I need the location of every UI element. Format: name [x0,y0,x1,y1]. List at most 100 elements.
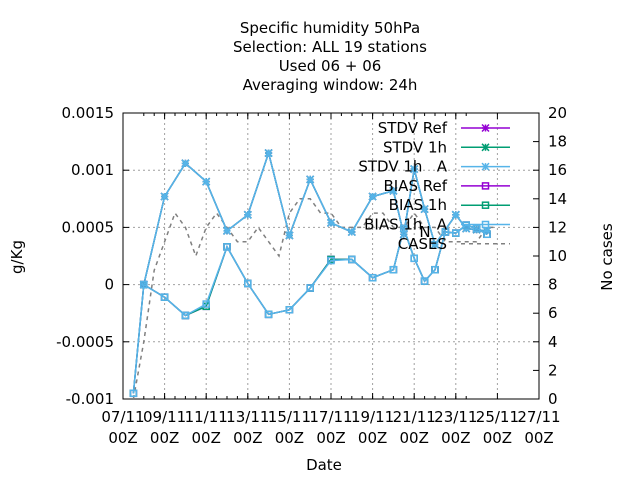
legend-label: BIAS 1h [389,196,447,214]
data-point [285,306,294,314]
data-point [410,165,419,174]
data-point [202,300,210,308]
data-point [264,310,273,319]
data-point [451,210,460,219]
x-tick-label-date: 17/11 [309,408,352,426]
x-tick-label-time: 00Z [358,429,387,447]
y2-tick-label: 8 [548,276,558,294]
x-tick-label-time: 00Z [192,429,221,447]
y2-tick-label: 14 [548,190,567,208]
legend-label: BIAS 1h A [364,216,448,234]
data-point [389,265,398,274]
y-tick-label: -0.0005 [56,333,114,351]
y-tick-label: 0 [104,276,114,294]
data-point [181,159,190,168]
data-point [264,149,273,158]
legend-label: STDV 1h A [358,158,447,176]
title-line-2: Used 06 + 06 [279,57,382,75]
data-point [348,255,356,264]
data-point [222,226,232,235]
data-point [181,311,190,320]
legend-marker [481,182,490,190]
data-point [420,277,429,285]
y-tick-label: 0.001 [71,161,114,179]
legend-marker [481,143,490,152]
y2-tick-label: 4 [548,333,558,351]
title-line-1: Selection: ALL 19 stations [233,38,427,56]
y-tick-label: -0.001 [66,390,114,408]
series-bias-1h-a [129,221,491,398]
data-point [441,228,450,236]
x-tick-label-time: 00Z [108,429,137,447]
y2-tick-label: 10 [548,247,567,265]
data-point [160,293,169,301]
legend-marker [481,162,490,171]
x-tick-label-time: 00Z [400,429,429,447]
data-point [483,230,491,239]
data-point [140,280,148,289]
data-point [306,284,314,292]
x-tick-label-date: 25/11 [476,408,519,426]
series-line [132,198,498,400]
x-tick-label-time: 00Z [150,429,179,447]
data-point [389,186,398,195]
data-point [243,210,252,219]
data-point [400,224,408,233]
legend-label: BIAS Ref [383,177,447,195]
y2-tick-label: 0 [548,390,558,408]
data-point [368,192,377,201]
data-point [430,240,440,249]
x-tick-label-date: 13/11 [226,408,269,426]
y2-tick-label: 6 [548,304,558,322]
y-tick-label: 0.0015 [62,104,115,122]
x-tick-label-date: 07/11 [101,408,144,426]
series-layer [129,149,498,400]
y2-tick-label: 16 [548,161,567,179]
x-tick-label-time: 00Z [441,429,470,447]
data-point [306,175,315,184]
data-point [326,218,336,227]
y-axis-label: g/Kg [8,240,26,274]
legend-marker [481,123,490,133]
x-tick-label-date: 09/11 [143,408,186,426]
data-point [160,192,169,201]
x-tick-label-date: 11/11 [185,408,228,426]
x-tick-label-date: 19/11 [351,408,394,426]
legend-label: CASES [398,235,447,253]
data-point [472,224,481,233]
data-point [223,243,231,251]
title-line-3: Averaging window: 24h [243,76,418,94]
data-point [452,229,460,237]
legend-label: STDV 1h [383,138,447,156]
x-tick-label-time: 00Z [524,429,553,447]
legend-marker [481,220,490,229]
x-tick-label-date: 27/11 [517,408,560,426]
y2-tick-label: 18 [548,133,567,151]
x-axis-label: Date [306,456,342,474]
data-point [202,177,211,186]
data-point [420,205,429,214]
x-tick-label-time: 00Z [316,429,345,447]
legend-overlap-label: N [419,223,430,241]
x-tick-label-time: 00Z [483,429,512,447]
y2-tick-label: 12 [548,218,567,236]
x-tick-label-date: 23/11 [434,408,477,426]
data-point [327,256,335,265]
y2-tick-label: 2 [548,361,558,379]
legend-marker [481,201,490,209]
y2-axis-label: No cases [598,223,616,291]
data-point [368,273,377,282]
x-axis-ticks: 07/11 00Z 09/11 00Z 11/11 00Z 13/11 00Z 15/11 00Z… [101,113,561,447]
data-point [347,227,356,237]
legend-label: STDV Ref [378,119,448,137]
data-point [244,279,252,288]
y2-tick-label: 20 [548,104,567,122]
x-tick-label-time: 00Z [275,429,304,447]
data-point [431,265,439,274]
y-tick-label: 0.0005 [62,218,115,236]
y-axis-ticks: 0.0015 0.001 0.0005 0 -0.0005 -0.001 [56,104,129,408]
